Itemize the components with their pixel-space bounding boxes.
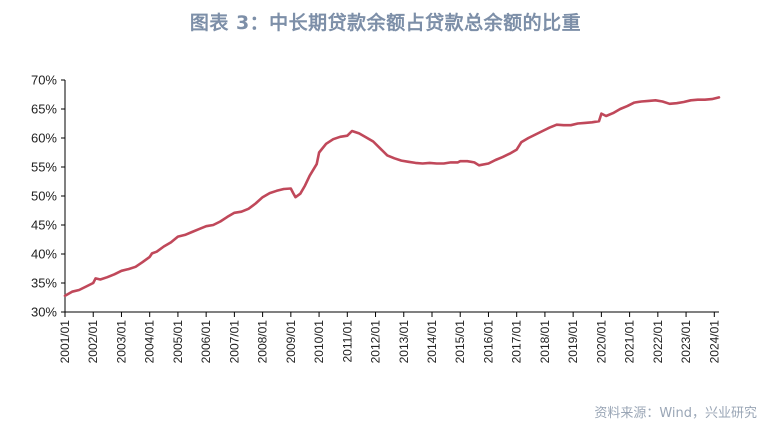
x-tick-label: 2007/01 [227, 320, 241, 364]
x-tick-label: 2009/01 [284, 320, 298, 364]
y-tick-label: 35% [31, 276, 57, 291]
x-tick-label: 2014/01 [425, 320, 439, 364]
y-tick-label: 45% [31, 218, 57, 233]
x-tick-label: 2004/01 [143, 320, 157, 364]
y-tick-label: 40% [31, 247, 57, 262]
x-tick-label: 2005/01 [171, 320, 185, 364]
x-tick-label: 2020/01 [594, 320, 608, 364]
x-tick-label: 2018/01 [538, 320, 552, 364]
x-tick-label: 2023/01 [679, 320, 693, 364]
y-tick-label: 55% [31, 160, 57, 175]
x-tick-label: 2010/01 [312, 320, 326, 364]
y-tick-label: 30% [31, 305, 57, 320]
x-tick-label: 2001/01 [58, 320, 72, 364]
x-tick-label: 2013/01 [397, 320, 411, 364]
x-tick-label: 2022/01 [651, 320, 665, 364]
x-tick-label: 2012/01 [369, 320, 383, 364]
series-line-0 [65, 97, 719, 295]
x-tick-label: 2006/01 [199, 320, 213, 364]
x-tick-label: 2002/01 [86, 320, 100, 364]
source-note: 资料来源：Wind，兴业研究 [594, 402, 757, 421]
x-tick-label: 2011/01 [340, 320, 354, 363]
x-tick-label: 2015/01 [453, 320, 467, 364]
x-tick-label: 2021/01 [623, 320, 637, 364]
x-tick-label: 2008/01 [256, 320, 270, 364]
y-tick-label: 65% [31, 102, 57, 117]
y-tick-label: 50% [31, 189, 57, 204]
x-tick-label: 2003/01 [114, 320, 128, 364]
x-tick-label: 2019/01 [566, 320, 580, 364]
y-tick-label: 70% [31, 73, 57, 88]
y-tick-label: 60% [31, 131, 57, 146]
x-tick-label: 2017/01 [510, 320, 524, 364]
x-tick-label: 2016/01 [481, 320, 495, 364]
x-tick-label: 2024/01 [707, 320, 721, 364]
